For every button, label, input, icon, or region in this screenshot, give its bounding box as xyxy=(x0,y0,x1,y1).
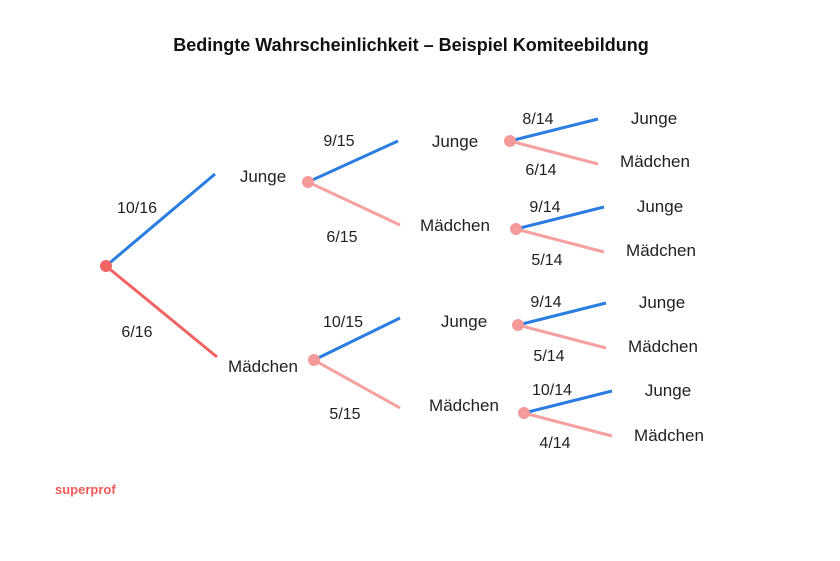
label-mm: Mädchen xyxy=(429,396,499,415)
label-jmm: Mädchen xyxy=(626,241,696,260)
prob-jj-maedchen: 6/14 xyxy=(525,162,556,179)
node-jm xyxy=(510,223,522,235)
prob-root-maedchen: 6/16 xyxy=(121,324,152,341)
branch-j-maedchen xyxy=(307,180,401,227)
brand-logo: superprof xyxy=(55,482,116,497)
node-j xyxy=(302,176,314,188)
prob-m-maedchen: 5/15 xyxy=(329,406,360,423)
label-mmm: Mädchen xyxy=(634,426,704,445)
prob-j-maedchen: 6/15 xyxy=(326,229,357,246)
prob-jm-junge: 9/14 xyxy=(529,199,560,216)
label-mjj: Junge xyxy=(639,293,685,312)
prob-mj-junge: 9/14 xyxy=(530,294,561,311)
branch-j-junge xyxy=(307,139,399,184)
prob-mm-maedchen: 4/14 xyxy=(539,435,570,452)
branch-root-maedchen xyxy=(105,264,218,359)
label-mjm: Mädchen xyxy=(628,337,698,356)
branch-jj-junge xyxy=(509,117,599,143)
node-mj xyxy=(512,319,524,331)
label-jm: Mädchen xyxy=(420,216,490,235)
label-mmj: Junge xyxy=(645,381,691,400)
node-m xyxy=(308,354,320,366)
diagram-title: Bedingte Wahrscheinlichkeit – Beispiel K… xyxy=(173,35,648,55)
prob-mm-junge: 10/14 xyxy=(532,382,572,399)
node-mm xyxy=(518,407,530,419)
branch-jm-junge xyxy=(515,205,605,231)
prob-j-junge: 9/15 xyxy=(323,133,354,150)
label-m: Mädchen xyxy=(228,357,298,376)
prob-m-junge: 10/15 xyxy=(323,314,363,331)
prob-jm-maedchen: 5/14 xyxy=(531,252,562,269)
branch-mm-maedchen xyxy=(523,411,613,438)
branch-root-junge xyxy=(105,172,216,268)
root-node xyxy=(100,260,112,272)
node-jj xyxy=(504,135,516,147)
branch-mj-junge xyxy=(517,301,607,327)
label-jjj: Junge xyxy=(631,109,677,128)
label-jmj: Junge xyxy=(637,197,683,216)
branch-jm-maedchen xyxy=(515,227,605,254)
prob-root-junge: 10/16 xyxy=(117,200,157,217)
branch-mj-maedchen xyxy=(517,323,607,350)
branch-m-maedchen xyxy=(313,358,401,410)
label-j: Junge xyxy=(240,167,286,186)
prob-mj-maedchen: 5/14 xyxy=(533,348,564,365)
label-jjm: Mädchen xyxy=(620,152,690,171)
prob-jj-junge: 8/14 xyxy=(522,111,553,128)
branch-m-junge xyxy=(313,316,401,362)
label-jj: Junge xyxy=(432,132,478,151)
branch-mm-junge xyxy=(523,389,613,415)
branch-jj-maedchen xyxy=(509,139,599,166)
label-mj: Junge xyxy=(441,312,487,331)
